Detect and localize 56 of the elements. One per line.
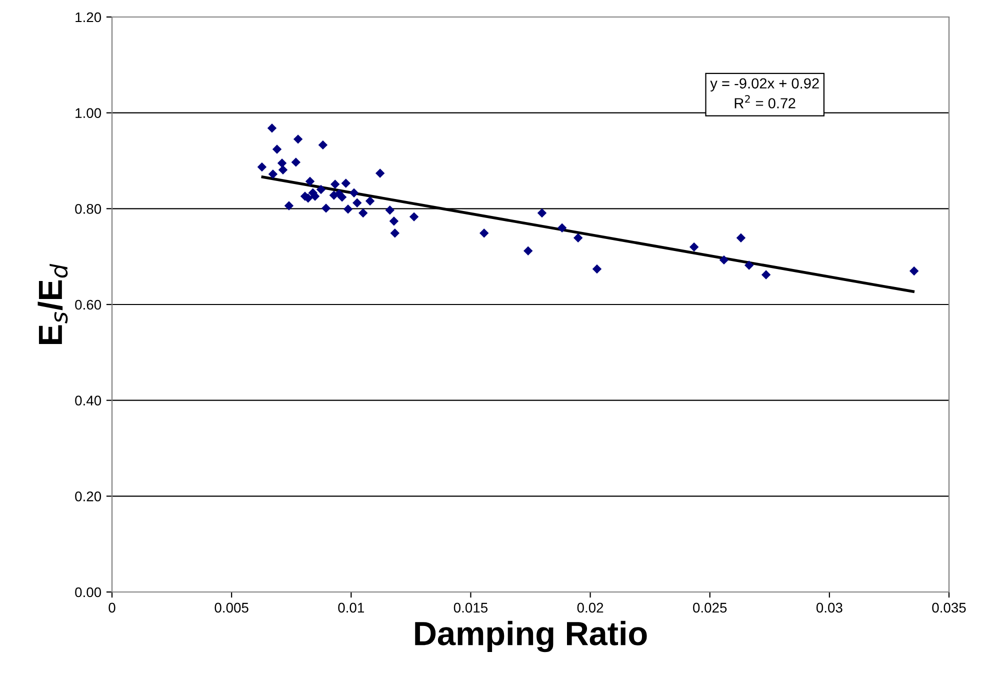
point (337, 192, 347, 202)
point (305, 176, 315, 186)
y-tick-label: 0.60 (75, 300, 102, 310)
y-tick-label: 0.80 (75, 204, 102, 214)
y-tick-label: 1.00 (76, 108, 102, 118)
point (341, 178, 350, 188)
point (689, 242, 699, 252)
x-tick-label: 0.02 (577, 602, 604, 613)
point (330, 180, 340, 189)
point (736, 233, 746, 242)
point (284, 201, 294, 210)
point (293, 134, 303, 144)
point (537, 208, 547, 218)
point (318, 140, 328, 150)
point (278, 165, 288, 174)
point (352, 198, 362, 208)
x-tick-label: 0.015 (454, 602, 488, 613)
point (480, 228, 489, 238)
x-tick-label: 0.025 (693, 602, 727, 613)
annotation: y = -9.02x + 0.92 (710, 78, 819, 92)
point (316, 184, 326, 194)
point (592, 264, 602, 274)
point (385, 206, 394, 215)
x-tick-label: 0.03 (816, 602, 842, 613)
point (291, 158, 301, 167)
y-axis-title: E$_{s}$/E$_{d}$ (38, 264, 68, 344)
point (557, 223, 567, 232)
point (389, 216, 399, 226)
point (744, 260, 754, 270)
y-tick-label: 0.00 (75, 587, 102, 598)
y-tick-label: 0.40 (75, 396, 102, 406)
x-tick-label: 0.035 (932, 602, 966, 613)
x-tick-label: 0 (108, 602, 116, 613)
x-tick-label: 0.005 (214, 602, 248, 613)
point (358, 208, 368, 218)
point (409, 212, 419, 222)
point (321, 204, 331, 213)
point (573, 233, 583, 242)
point (524, 246, 533, 256)
point (390, 228, 400, 238)
point (909, 266, 919, 276)
x-tick-label: 0.01 (338, 602, 364, 613)
annotation: R$^{2}$ = 0.72 (734, 95, 796, 108)
point (257, 162, 267, 172)
point (375, 168, 385, 178)
point (761, 270, 771, 280)
point (343, 204, 353, 214)
point (268, 170, 278, 179)
point (365, 196, 375, 206)
point (349, 188, 359, 198)
x-axis-title: Damping Ratio (415, 620, 647, 652)
y-tick-label: 1.20 (76, 12, 102, 22)
point (267, 124, 277, 133)
point (272, 144, 282, 154)
point (719, 255, 729, 265)
y-tick-label: 0.20 (75, 492, 102, 502)
